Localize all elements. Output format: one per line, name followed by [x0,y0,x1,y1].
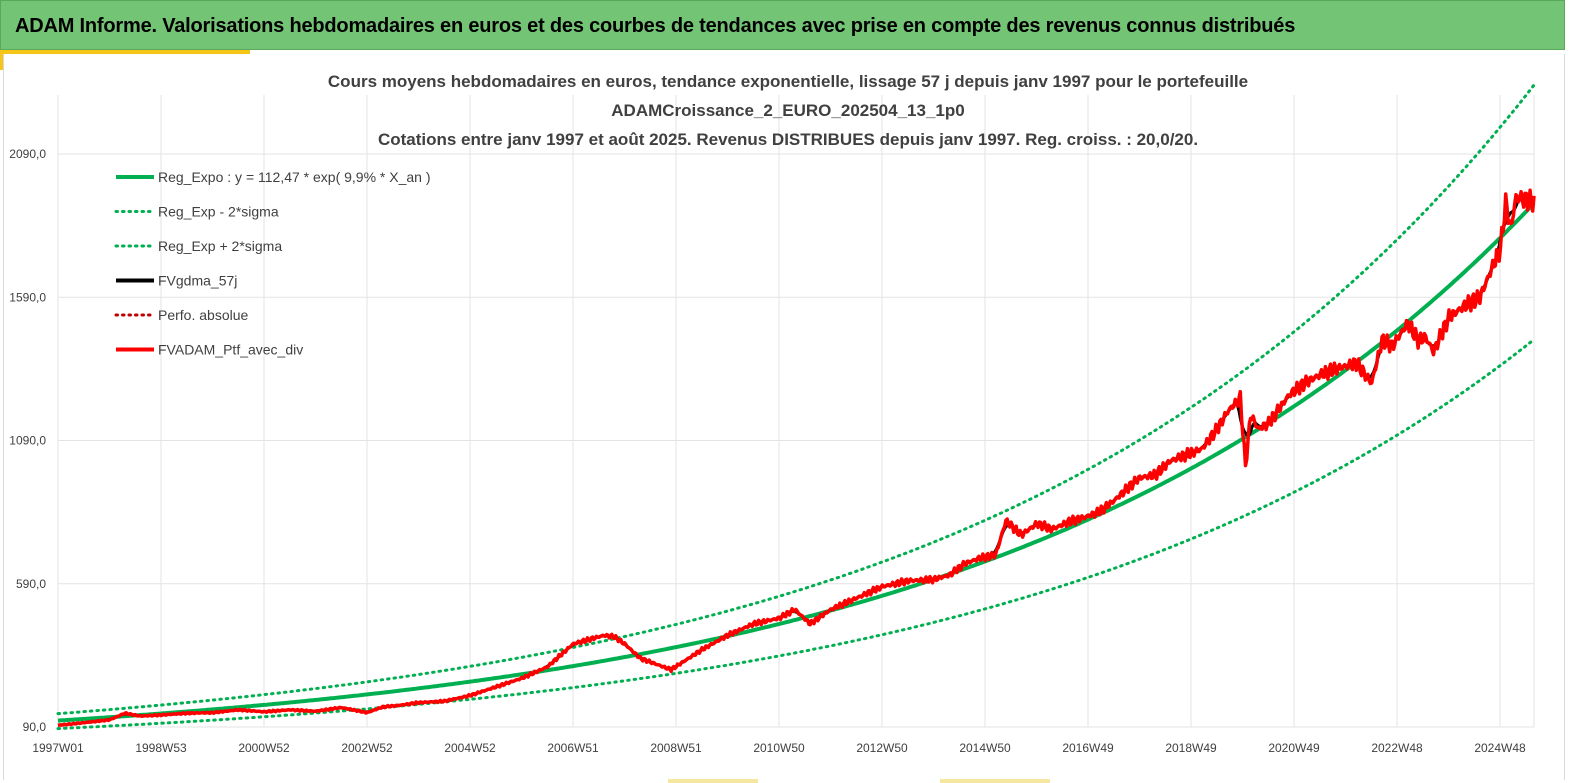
x-tick-label: 2008W51 [650,741,702,755]
x-tick-label: 2020W49 [1268,741,1320,755]
chart-area-border [3,54,1565,780]
chart-title: Cours moyens hebdomadaires en euros, ten… [328,72,1248,149]
x-tick-label: 2016W49 [1062,741,1114,755]
series-lower-band [56,338,1536,731]
legend-label-perf: Perfo. absolue [158,307,248,323]
legend-label-lower: Reg_Exp - 2*sigma [158,204,279,220]
banner-title: ADAM Informe. Valorisations hebdomadaire… [15,15,1296,37]
series-upper-band [56,83,1536,716]
legend: Reg_Expo : y = 112,47 * exp( 9,9% * X_an… [114,169,431,358]
accent-bar [0,50,250,54]
legend-label-upper: Reg_Exp + 2*sigma [158,238,282,254]
y-tick-label: 90,0 [23,720,47,734]
x-tick-label: 2004W52 [444,741,496,755]
x-tick-label: 2000W52 [238,741,290,755]
series-smoothed [58,196,1535,727]
series-portfolio [57,188,1536,728]
legend-label-smoothed: FVgdma_57j [158,273,237,289]
y-tick-label: 590,0 [16,577,46,591]
x-tick-label: 2014W50 [959,741,1011,755]
accent-bar-vertical [0,50,4,70]
x-tick-label: 2006W51 [547,741,599,755]
x-tick-label: 2022W48 [1371,741,1423,755]
x-axis-ticks: 1997W01 1998W53 2000W52 2002W52 2004W52 2006W… [32,741,1526,755]
chart-title-line-1: Cours moyens hebdomadaires en euros, ten… [328,72,1248,91]
x-tick-label: 2024W48 [1474,741,1526,755]
chart-title-line-2: ADAMCroissance_2_EURO_202504_13_1p0 [611,101,964,120]
y-tick-label: 1090,0 [9,434,46,448]
x-tick-label: 2010W50 [753,741,805,755]
header-banner: ADAM Informe. Valorisations hebdomadaire… [0,0,1565,50]
accent-bar-bottom [940,779,1050,783]
y-tick-label: 2090,0 [9,147,46,161]
y-tick-label: 1590,0 [9,290,46,304]
accent-bar-bottom [668,779,758,783]
x-tick-label: 1998W53 [135,741,187,755]
x-tick-label: 2018W49 [1165,741,1217,755]
series [56,83,1536,731]
gridlines [57,95,1535,728]
chart-title-line-3: Cotations entre janv 1997 et août 2025. … [378,130,1198,149]
x-tick-label: 2002W52 [341,741,393,755]
x-tick-label: 2012W50 [856,741,908,755]
series-trend [57,201,1536,723]
y-axis-ticks: 90,0 590,0 1090,0 1590,0 2090,0 [9,147,46,734]
legend-label-trend: Reg_Expo : y = 112,47 * exp( 9,9% * X_an… [158,169,431,185]
legend-label-portfolio: FVADAM_Ptf_avec_div [158,342,303,358]
x-tick-label: 1997W01 [32,741,84,755]
